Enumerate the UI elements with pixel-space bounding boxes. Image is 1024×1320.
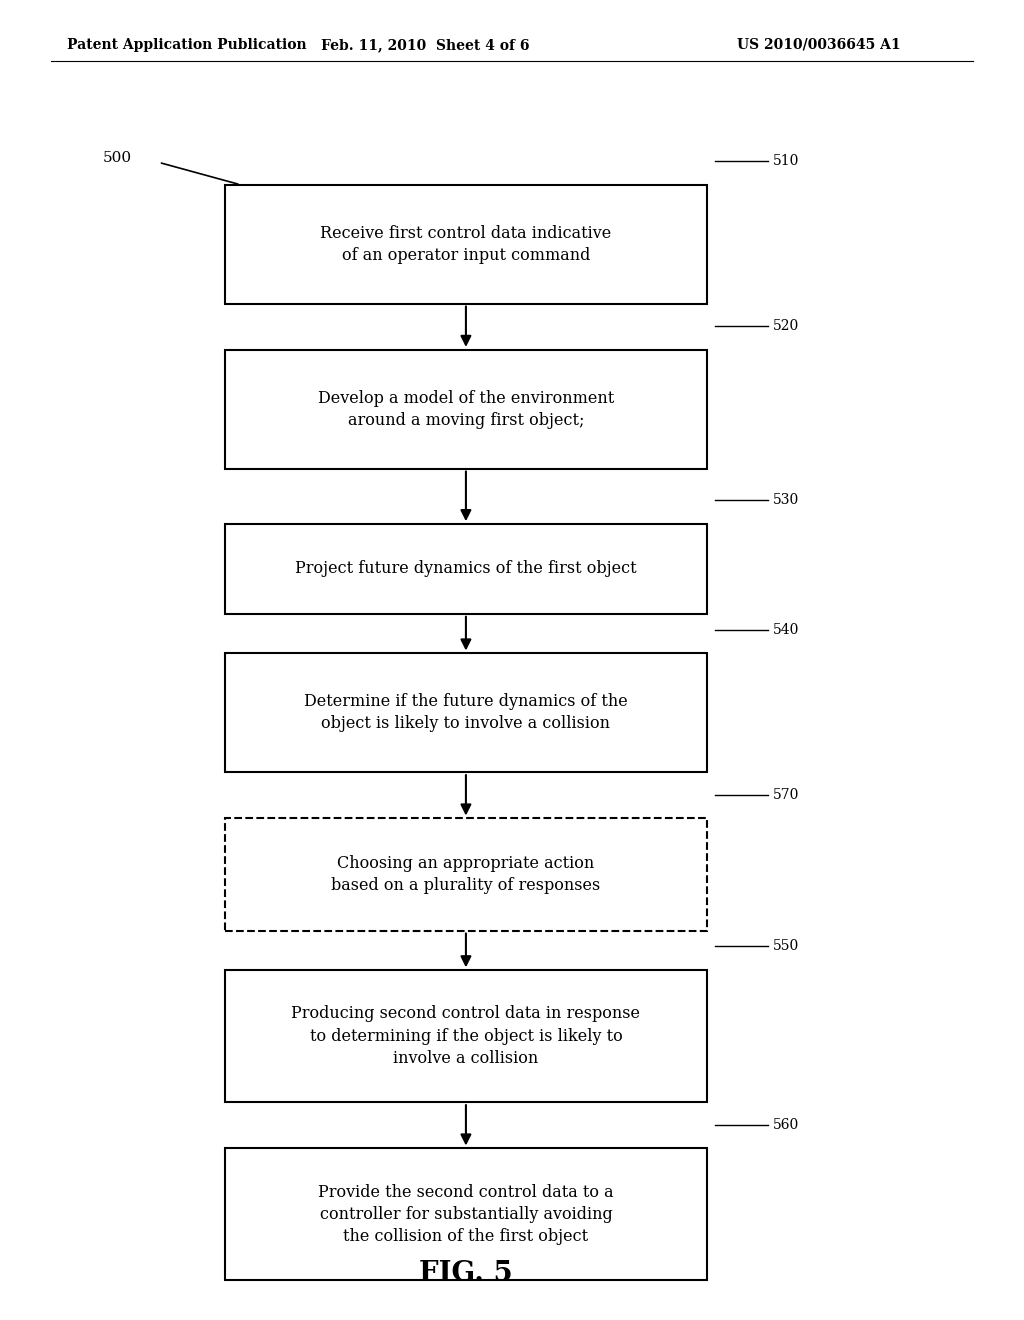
FancyBboxPatch shape (225, 653, 707, 772)
Text: Receive first control data indicative
of an operator input command: Receive first control data indicative of… (321, 224, 611, 264)
FancyBboxPatch shape (225, 818, 707, 931)
Text: Determine if the future dynamics of the
object is likely to involve a collision: Determine if the future dynamics of the … (304, 693, 628, 733)
Text: Patent Application Publication: Patent Application Publication (67, 38, 306, 51)
FancyBboxPatch shape (225, 970, 707, 1102)
Text: Producing second control data in response
to determining if the object is likely: Producing second control data in respons… (292, 1006, 640, 1067)
Text: Feb. 11, 2010  Sheet 4 of 6: Feb. 11, 2010 Sheet 4 of 6 (321, 38, 529, 51)
Text: Project future dynamics of the first object: Project future dynamics of the first obj… (295, 561, 637, 577)
Text: 520: 520 (773, 319, 800, 333)
Text: 540: 540 (773, 623, 800, 636)
Text: 510: 510 (773, 154, 800, 168)
FancyBboxPatch shape (225, 185, 707, 304)
Text: FIG. 5: FIG. 5 (419, 1261, 513, 1287)
Text: 500: 500 (103, 152, 132, 165)
Text: Choosing an appropriate action
based on a plurality of responses: Choosing an appropriate action based on … (332, 855, 600, 894)
Text: 550: 550 (773, 940, 800, 953)
FancyBboxPatch shape (225, 524, 707, 614)
Text: 560: 560 (773, 1118, 800, 1131)
Text: 570: 570 (773, 788, 800, 801)
Text: 530: 530 (773, 494, 800, 507)
FancyBboxPatch shape (225, 1148, 707, 1280)
FancyBboxPatch shape (225, 350, 707, 469)
Text: US 2010/0036645 A1: US 2010/0036645 A1 (737, 38, 901, 51)
Text: Develop a model of the environment
around a moving first object;: Develop a model of the environment aroun… (317, 389, 614, 429)
Text: Provide the second control data to a
controller for substantially avoiding
the c: Provide the second control data to a con… (318, 1184, 613, 1245)
